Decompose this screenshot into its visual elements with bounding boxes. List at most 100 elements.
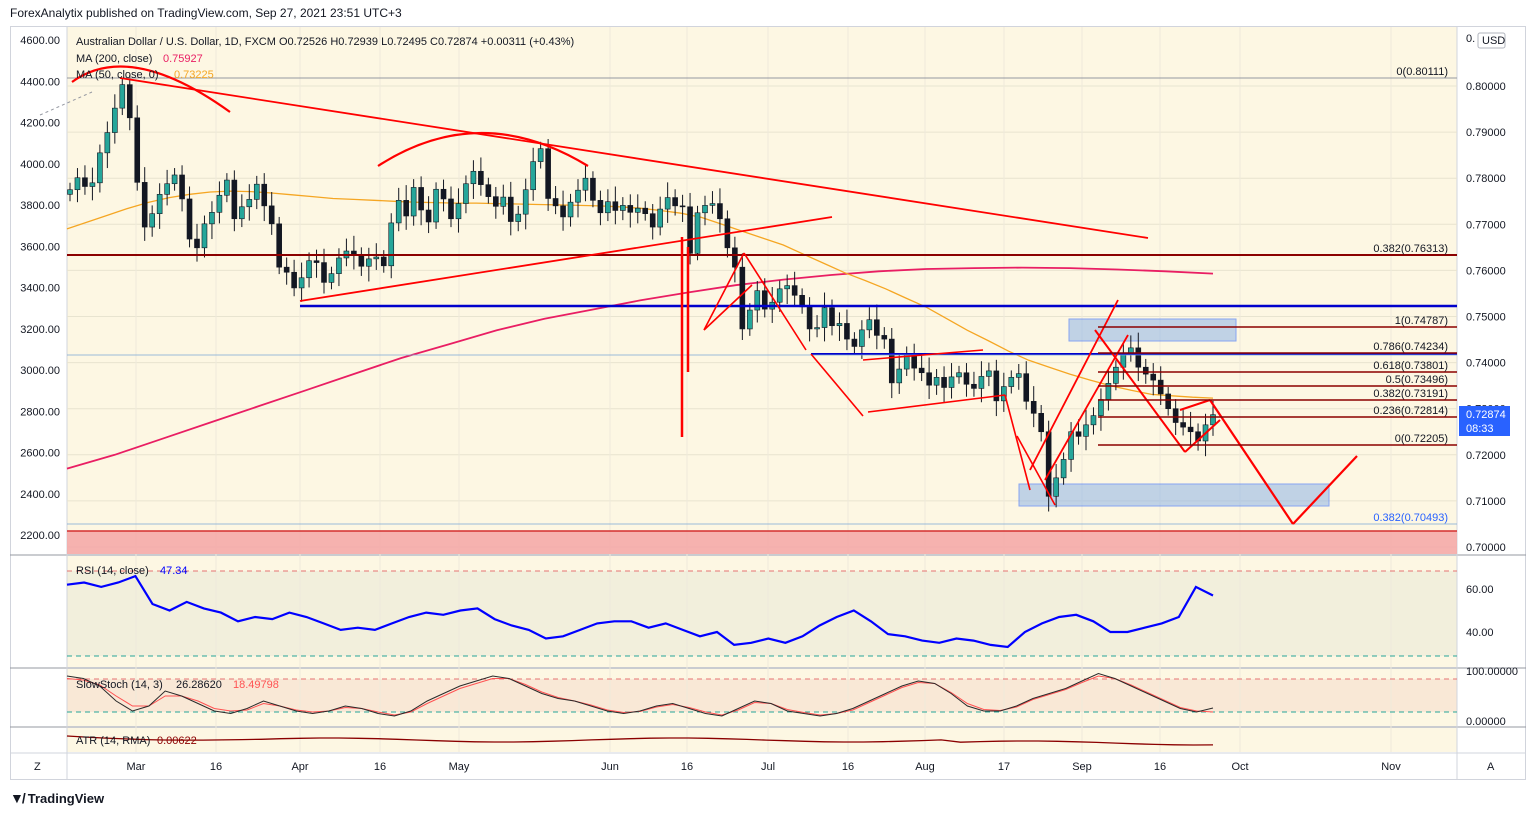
candle-body bbox=[268, 205, 275, 225]
candle-body bbox=[567, 201, 574, 218]
x-axis-label: 16 bbox=[210, 761, 222, 773]
candle-body bbox=[590, 177, 596, 201]
currency-button[interactable] bbox=[1477, 32, 1506, 49]
candle-body bbox=[1023, 373, 1030, 402]
candle-body bbox=[306, 260, 312, 279]
candle-body bbox=[918, 367, 925, 374]
candle-body bbox=[1001, 386, 1007, 402]
candle-body bbox=[888, 338, 895, 384]
candle-body bbox=[216, 194, 223, 213]
publish-header: ForexAnalytix published on TradingView.c… bbox=[10, 6, 402, 20]
candle-body bbox=[485, 184, 492, 197]
candle-body bbox=[507, 196, 514, 222]
rsi-legend-label[interactable]: RSI (14, close) bbox=[76, 565, 149, 577]
axes: 0.80000 0.79000 0.78000 0.77000 0.76000 0.750… bbox=[20, 35, 1518, 773]
candle-body bbox=[328, 273, 335, 283]
candle-body bbox=[1060, 459, 1067, 479]
candle-body bbox=[1210, 414, 1216, 426]
fib-label: 0.382(0.70493) bbox=[1373, 512, 1448, 524]
candle-body bbox=[986, 370, 992, 377]
candle-body bbox=[276, 223, 282, 268]
candle-body bbox=[560, 205, 566, 218]
candle-body bbox=[253, 183, 260, 200]
candle-body bbox=[418, 187, 424, 211]
stoch-legend-label[interactable]: SlowStoch (14, 3) bbox=[76, 679, 163, 691]
candle-body bbox=[493, 196, 499, 207]
candle-body bbox=[500, 196, 507, 207]
candle-body bbox=[283, 266, 290, 273]
fib-levels: 0(0.80111) 0.382(0.76313) 1(0.74787) 0.786(… bbox=[1098, 66, 1457, 524]
atr-legend-label[interactable]: ATR (14, RMA) bbox=[76, 735, 150, 747]
candle-body bbox=[963, 372, 970, 385]
candle-body bbox=[298, 277, 305, 289]
wedge-line bbox=[867, 394, 1006, 413]
fib-label: 0.618(0.73801) bbox=[1373, 360, 1448, 372]
candle-body bbox=[515, 213, 522, 222]
candle-body bbox=[224, 179, 230, 196]
candle-body bbox=[776, 288, 783, 303]
projection-down bbox=[1209, 399, 1294, 525]
ma200-legend-value: 0.75927 bbox=[163, 53, 203, 65]
symbol-legend[interactable]: Australian Dollar / U.S. Dollar, 1D, FXC… bbox=[76, 36, 574, 48]
rsi-line bbox=[66, 574, 1214, 649]
candle-body bbox=[67, 189, 73, 195]
candle-body bbox=[657, 208, 663, 228]
candle-body bbox=[1038, 413, 1044, 433]
x-axis-label: Mar bbox=[127, 761, 146, 773]
left-axis-tick: 4000.00 bbox=[20, 159, 60, 171]
candle-body bbox=[388, 222, 395, 267]
fib-label: 0.5(0.73496) bbox=[1386, 374, 1448, 386]
a-button[interactable]: A bbox=[1487, 761, 1495, 773]
left-axis-tick: 2800.00 bbox=[20, 406, 60, 418]
z-button[interactable]: Z bbox=[34, 761, 41, 773]
candle-body bbox=[209, 212, 215, 225]
candle-body bbox=[806, 306, 813, 330]
left-axis-tick: 3200.00 bbox=[20, 324, 60, 336]
zones bbox=[67, 318, 1457, 554]
candle-body bbox=[149, 213, 155, 228]
candle-body bbox=[941, 377, 947, 388]
candle-body bbox=[1083, 424, 1089, 437]
x-axis-label: 17 bbox=[998, 761, 1010, 773]
bar-countdown: 08:33 bbox=[1466, 423, 1494, 435]
currency-button-label: USD bbox=[1482, 35, 1505, 47]
candle-body bbox=[1142, 366, 1149, 375]
fib-label: 0.236(0.72814) bbox=[1373, 405, 1448, 417]
candle-body bbox=[82, 177, 88, 187]
candle-body bbox=[874, 319, 880, 336]
candle-body bbox=[545, 148, 551, 199]
fib-label: 1(0.74787) bbox=[1395, 315, 1448, 327]
right-axis-tick: 0.71000 bbox=[1466, 496, 1506, 508]
ma200-legend-label[interactable]: MA (200, close) bbox=[76, 53, 152, 65]
atr-line bbox=[66, 735, 1214, 746]
ma50-legend-label[interactable]: MA (50, close, 0) bbox=[76, 69, 159, 81]
candle-body bbox=[1008, 377, 1015, 387]
candle-body bbox=[829, 307, 835, 327]
tradingview-logo[interactable]: ▼/ TradingView bbox=[10, 790, 104, 806]
candle-body bbox=[791, 285, 798, 296]
right-axis-tick: 0.77000 bbox=[1466, 219, 1506, 231]
candle-body bbox=[993, 370, 1000, 402]
target-box bbox=[1018, 483, 1330, 507]
rsi-axis-tick: 60.00 bbox=[1466, 584, 1494, 596]
left-axis-tick: 4600.00 bbox=[20, 35, 60, 47]
candle-body bbox=[896, 368, 903, 384]
candle-body bbox=[851, 338, 858, 347]
candle-body bbox=[179, 174, 185, 200]
candle-body bbox=[694, 212, 701, 254]
rsi-band bbox=[67, 571, 1457, 656]
support-zone bbox=[67, 531, 1457, 554]
stoch-legend-d: 18.49798 bbox=[233, 679, 279, 691]
candle-body bbox=[239, 206, 245, 220]
right-axis-tick: 0.76000 bbox=[1466, 265, 1506, 277]
candle-body bbox=[1150, 373, 1157, 381]
drop-line bbox=[1016, 435, 1056, 506]
candle-body bbox=[231, 179, 238, 220]
stoch-axis-tick: 0.00000 bbox=[1466, 716, 1506, 728]
candle-body bbox=[530, 161, 536, 191]
abc-line bbox=[1184, 419, 1221, 453]
candle-body bbox=[104, 132, 111, 154]
candle-body bbox=[410, 187, 417, 217]
candle-body bbox=[844, 323, 850, 340]
